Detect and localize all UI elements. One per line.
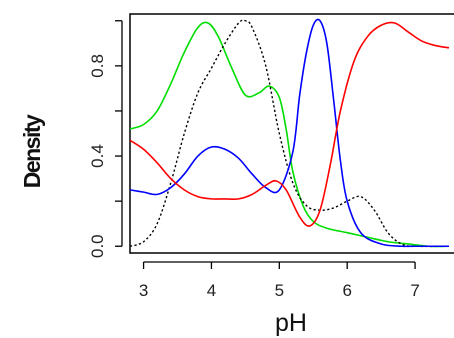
plot-frame: [129, 13, 454, 254]
x-axis: 3 4 5 6 7: [139, 261, 420, 300]
series-line-1: [130, 21, 450, 248]
series-line-2: [130, 19, 450, 248]
y-axis: 0.0 0.4 0.8: [88, 20, 123, 258]
x-tick-label-4: 6: [342, 281, 351, 300]
series-layer: [130, 18, 450, 248]
y-tick-label-2: 0.4: [88, 144, 107, 168]
y-tick-label-3: 0.8: [88, 54, 107, 78]
y-tick-label-1: 0.0: [88, 234, 107, 258]
x-tick-label-5: 7: [410, 281, 419, 300]
x-tick-label-1: 3: [139, 281, 148, 300]
x-axis-title: pH: [275, 309, 307, 337]
x-tick-label-3: 5: [275, 281, 284, 300]
y-axis-title: Density: [19, 114, 45, 188]
series-line-4: [130, 21, 450, 227]
plot-border: [129, 13, 454, 254]
x-tick-label-2: 4: [207, 281, 216, 300]
series-line-3: [130, 18, 449, 248]
